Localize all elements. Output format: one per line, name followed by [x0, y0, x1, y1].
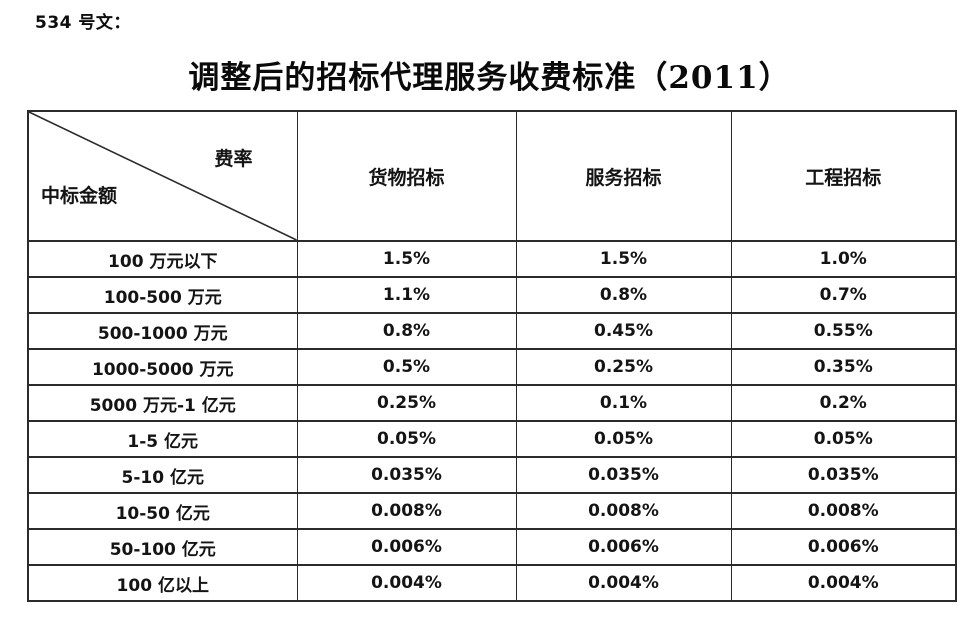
row-amount-label: 5000 万元-1 亿元 — [27, 384, 298, 422]
table-row: 1-5 亿元 0.05% 0.05% 0.05% — [27, 420, 957, 458]
table-row: 100 亿以上 0.004% 0.004% 0.004% — [27, 564, 957, 602]
row-amount-label: 1000-5000 万元 — [27, 348, 298, 386]
column-header-engineering: 工程招标 — [730, 110, 957, 242]
table-row: 1000-5000 万元 0.5% 0.25% 0.35% — [27, 348, 957, 386]
table-row: 5000 万元-1 亿元 0.25% 0.1% 0.2% — [27, 384, 957, 422]
fee-value-cell: 0.7% — [730, 276, 957, 314]
fee-value-cell: 0.004% — [515, 564, 732, 602]
fee-value-cell: 1.5% — [296, 240, 517, 278]
table-row: 100 万元以下 1.5% 1.5% 1.0% — [27, 240, 957, 278]
fee-value-cell: 0.55% — [730, 312, 957, 350]
table-row: 50-100 亿元 0.006% 0.006% 0.006% — [27, 528, 957, 566]
table-row: 10-50 亿元 0.008% 0.008% 0.008% — [27, 492, 957, 530]
fee-value-cell: 0.45% — [515, 312, 732, 350]
table-row: 5-10 亿元 0.035% 0.035% 0.035% — [27, 456, 957, 494]
fee-value-cell: 0.035% — [296, 456, 517, 494]
fee-value-cell: 0.05% — [296, 420, 517, 458]
fee-value-cell: 0.004% — [730, 564, 957, 602]
row-amount-label: 500-1000 万元 — [27, 312, 298, 350]
fee-value-cell: 0.1% — [515, 384, 732, 422]
fee-value-cell: 1.5% — [515, 240, 732, 278]
fee-value-cell: 1.0% — [730, 240, 957, 278]
row-amount-label: 5-10 亿元 — [27, 456, 298, 494]
row-amount-label: 1-5 亿元 — [27, 420, 298, 458]
diagonal-line — [29, 112, 297, 240]
fee-value-cell: 0.35% — [730, 348, 957, 386]
fee-value-cell: 0.05% — [730, 420, 957, 458]
fee-value-cell: 0.8% — [296, 312, 517, 350]
column-header-services: 服务招标 — [515, 110, 732, 242]
fee-value-cell: 0.006% — [730, 528, 957, 566]
table-row: 100-500 万元 1.1% 0.8% 0.7% — [27, 276, 957, 314]
fee-value-cell: 0.5% — [296, 348, 517, 386]
fee-value-cell: 0.8% — [515, 276, 732, 314]
table-row: 500-1000 万元 0.8% 0.45% 0.55% — [27, 312, 957, 350]
diagonal-corner-cell: 费率 中标金额 — [27, 110, 298, 242]
fee-value-cell: 1.1% — [296, 276, 517, 314]
fee-value-cell: 0.006% — [515, 528, 732, 566]
doc-number-label: 534 号文： — [35, 13, 131, 33]
fee-value-cell: 0.2% — [730, 384, 957, 422]
column-header-goods: 货物招标 — [296, 110, 517, 242]
fee-value-cell: 0.035% — [730, 456, 957, 494]
fee-value-cell: 0.008% — [296, 492, 517, 530]
table-header-row: 费率 中标金额 货物招标 服务招标 工程招标 — [27, 110, 957, 242]
fee-value-cell: 0.008% — [515, 492, 732, 530]
fee-value-cell: 0.004% — [296, 564, 517, 602]
table-body: 100 万元以下 1.5% 1.5% 1.0% 100-500 万元 1.1% 0.8% 0.… — [27, 240, 957, 602]
fee-value-cell: 0.008% — [730, 492, 957, 530]
row-amount-label: 100 亿以上 — [27, 564, 298, 602]
fee-value-cell: 0.006% — [296, 528, 517, 566]
fee-value-cell: 0.25% — [515, 348, 732, 386]
fee-value-cell: 0.05% — [515, 420, 732, 458]
row-amount-label: 50-100 亿元 — [27, 528, 298, 566]
row-amount-label: 100 万元以下 — [27, 240, 298, 278]
page-title: 调整后的招标代理服务收费标准（2011） — [188, 60, 791, 96]
corner-label-fee-rate: 费率 — [214, 148, 253, 170]
fee-rate-table: 费率 中标金额 货物招标 服务招标 工程招标 100 万元以下 1.5% 1.5% 1… — [27, 110, 957, 602]
row-amount-label: 100-500 万元 — [27, 276, 298, 314]
fee-value-cell: 0.25% — [296, 384, 517, 422]
fee-value-cell: 0.035% — [515, 456, 732, 494]
row-amount-label: 10-50 亿元 — [27, 492, 298, 530]
corner-label-bid-amount: 中标金额 — [41, 185, 118, 207]
